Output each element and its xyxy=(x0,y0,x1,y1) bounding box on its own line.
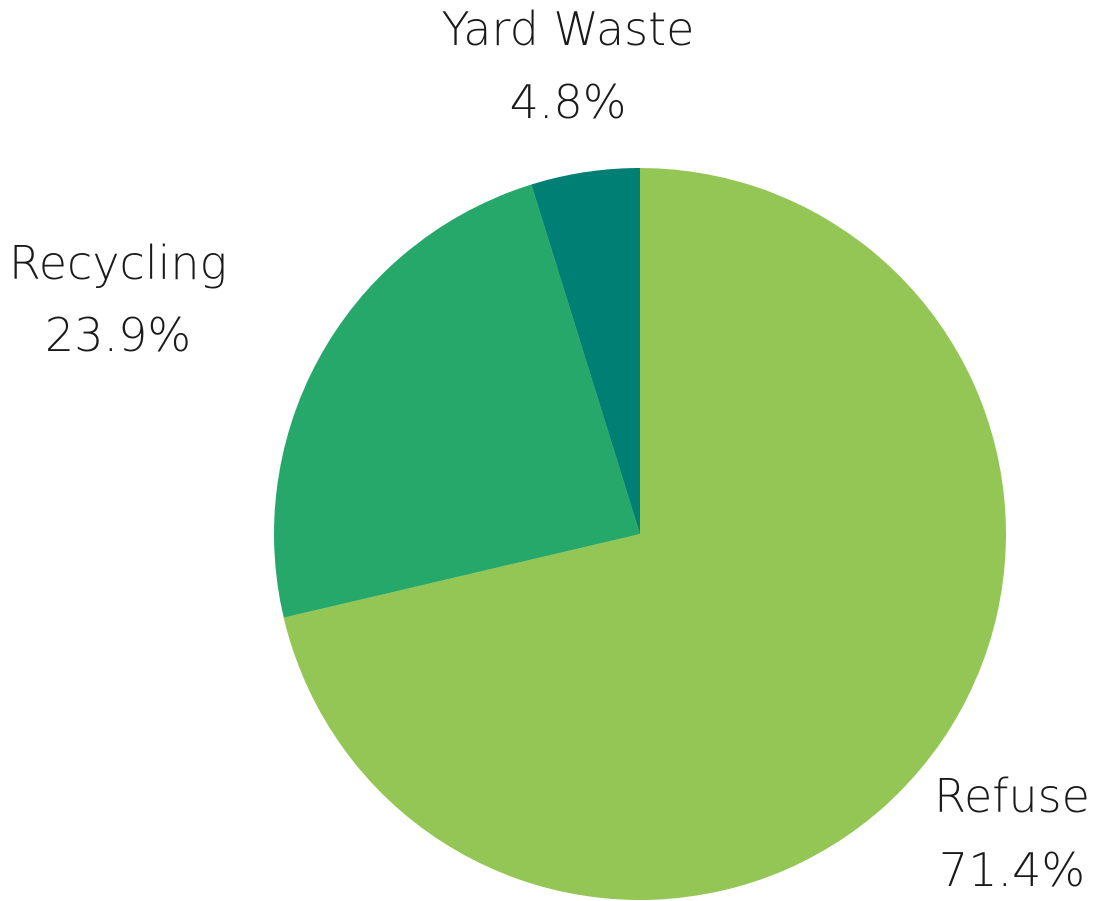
slice-name-label-yard-waste: Yard Waste xyxy=(442,2,695,56)
pie-slices xyxy=(274,168,1007,900)
slice-name-label-refuse: Refuse xyxy=(934,769,1090,823)
pie-slice-refuse xyxy=(283,168,1007,900)
pie-slice-yard-waste xyxy=(531,168,640,534)
slice-percent-label-refuse: 71.4% xyxy=(939,843,1085,897)
pie-labels: Refuse 71.4% Recycling 23.9% Yard Waste … xyxy=(9,2,1090,897)
slice-percent-label-recycling: 23.9% xyxy=(45,308,191,362)
pie-slice-recycling xyxy=(274,184,640,618)
slice-percent-label-yard-waste: 4.8% xyxy=(510,75,627,129)
slice-name-label-recycling: Recycling xyxy=(9,236,227,290)
